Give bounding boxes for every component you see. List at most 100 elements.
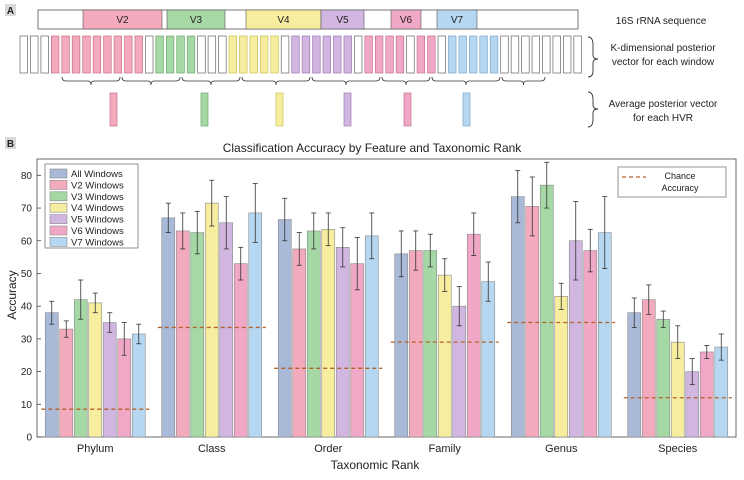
window-box <box>573 35 582 74</box>
panel-b-label-bg <box>5 137 16 149</box>
average-boxes <box>109 92 471 127</box>
window-box <box>479 35 488 74</box>
legend-label-v5-windows: V5 Windows <box>71 215 124 226</box>
plot-area <box>36 158 737 438</box>
average-box-v6 <box>403 92 412 127</box>
hvr-regions: V2 V3 V4 V5 V6 V7 <box>82 9 478 30</box>
window-box <box>427 35 436 74</box>
bar-phylum-v5-windows <box>102 322 117 438</box>
window-bracket <box>121 76 181 86</box>
bar-phylum-v3-windows <box>73 299 88 438</box>
hvr-region-v7 <box>436 9 478 30</box>
bar-family-v6-windows <box>466 233 481 438</box>
panel-b: B Classification Accuracy by Feature and… <box>5 137 737 472</box>
hvr-region-v2 <box>82 9 163 30</box>
bar-class-v2-windows <box>175 230 190 438</box>
legend-swatch-v4-windows <box>49 202 68 213</box>
window-box <box>343 35 352 74</box>
window-box <box>458 35 467 74</box>
window-label-line1: K-dimensional posterior <box>610 43 716 54</box>
bar-genus-v2-windows <box>525 206 540 438</box>
window-box <box>207 35 217 74</box>
bar-order-v3-windows <box>306 230 321 438</box>
window-box <box>71 35 81 74</box>
window-bracket <box>501 76 546 86</box>
y-tick-label: 50 <box>21 269 33 280</box>
sequence-label: 16S rRNA sequence <box>616 16 707 27</box>
window-box <box>218 35 227 74</box>
legend-swatch-v7-windows <box>49 237 68 247</box>
window-box <box>50 35 60 74</box>
average-brace <box>587 91 599 128</box>
y-axis-label: Accuracy <box>5 270 19 319</box>
window-box <box>280 35 290 74</box>
legend-label-v6-windows: V6 Windows <box>71 226 124 237</box>
window-bracket <box>381 76 431 86</box>
window-box <box>448 35 457 74</box>
window-box <box>521 35 530 74</box>
panel-b-label: B <box>7 139 14 150</box>
window-bracket <box>61 76 121 86</box>
average-label-line2: for each HVR <box>633 113 693 124</box>
window-box <box>531 35 540 74</box>
bar-class-v7-windows <box>248 212 263 438</box>
window-box <box>542 35 551 74</box>
chance-legend-label-1: Chance <box>664 171 695 181</box>
bar-class-v5-windows <box>219 222 234 438</box>
y-tick-label: 30 <box>21 334 33 345</box>
window-box <box>312 35 321 74</box>
window-box <box>103 35 112 74</box>
y-tick-label: 70 <box>21 204 33 215</box>
y-tick-label: 40 <box>21 302 33 313</box>
chance-lines <box>41 321 732 410</box>
x-tick-label-order: Order <box>314 443 342 455</box>
window-box <box>500 35 509 74</box>
window-box <box>30 35 39 74</box>
bar-order-v5-windows <box>335 247 350 438</box>
bar-order-v2-windows <box>292 248 307 438</box>
window-brackets <box>61 76 546 86</box>
window-box <box>364 35 373 74</box>
hvr-label-v2: V2 <box>116 15 129 26</box>
average-box-v4 <box>275 92 284 127</box>
legend-swatch-all-windows <box>49 168 68 179</box>
bar-genus-v6-windows <box>583 250 598 438</box>
x-tick-label-phylum: Phylum <box>77 443 114 455</box>
window-box <box>61 35 70 74</box>
legend-swatch-v5-windows <box>49 214 68 224</box>
window-box <box>260 35 269 74</box>
window-box <box>82 35 91 74</box>
window-box <box>395 35 405 74</box>
hvr-region-v3 <box>166 9 226 30</box>
bar-genus-v4-windows <box>554 296 569 438</box>
legend-label-v2-windows: V2 Windows <box>71 180 124 191</box>
window-box <box>291 35 300 74</box>
hvr-label-v4: V4 <box>277 15 290 26</box>
window-box <box>270 35 279 74</box>
bar-genus-all-windows <box>510 196 525 438</box>
chart-title: Classification Accuracy by Feature and T… <box>223 141 523 155</box>
window-box <box>239 35 248 74</box>
legend-swatch-v3-windows <box>49 191 68 202</box>
bar-phylum-v2-windows <box>59 328 74 438</box>
window-box <box>301 35 311 74</box>
window-box <box>469 35 478 74</box>
bar-phylum-all-windows <box>44 312 59 438</box>
window-box <box>186 35 196 74</box>
bar-order-v4-windows <box>321 229 336 438</box>
x-axis-ticks: Phylum Class Order Family Genus Species <box>77 443 698 455</box>
bar-family-all-windows <box>394 253 409 438</box>
window-box <box>134 35 143 74</box>
bar-series <box>44 161 729 438</box>
legend-label-v4-windows: V4 Windows <box>71 203 124 214</box>
bar-genus-v3-windows <box>539 184 554 438</box>
x-axis-label: Taxonomic Rank <box>331 458 421 472</box>
window-box <box>322 35 331 74</box>
panel-a: A V2 V3 V4 V5 V6 V7 16S rRNA sequence K-dimen… <box>5 4 718 128</box>
y-tick-label: 20 <box>21 367 33 378</box>
panel-a-label-bg <box>5 4 16 16</box>
panel-a-label: A <box>7 6 14 17</box>
